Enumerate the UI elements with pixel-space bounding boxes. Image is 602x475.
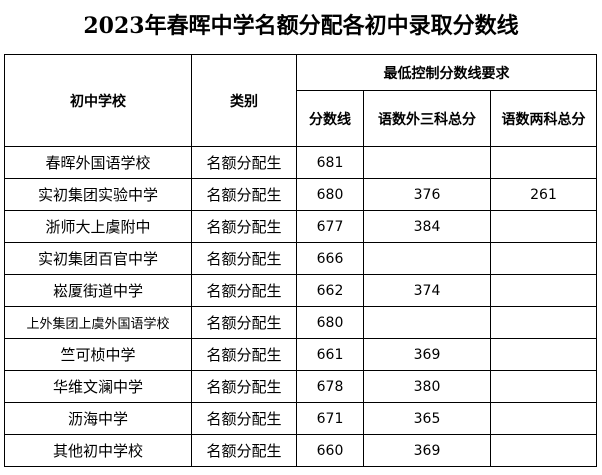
table-row: 沥海中学 名额分配生 671 365 xyxy=(4,402,597,435)
category-cell: 名额分配生 xyxy=(191,370,297,403)
two-subjects-cell xyxy=(490,306,597,339)
table-row: 竺可桢中学 名额分配生 661 369 xyxy=(4,338,597,371)
category-cell: 名额分配生 xyxy=(191,306,297,339)
school-name: 沥海中学 xyxy=(4,402,192,435)
score-cell: 681 xyxy=(296,146,364,179)
two-subjects-cell xyxy=(490,210,597,243)
category-cell: 名额分配生 xyxy=(191,274,297,307)
three-subjects-cell xyxy=(363,242,491,275)
school-name: 华维文澜中学 xyxy=(4,370,192,403)
three-subjects-cell: 369 xyxy=(363,338,491,371)
table-row: 华维文澜中学 名额分配生 678 380 xyxy=(4,370,597,403)
header-two-subjects: 语数两科总分 xyxy=(490,90,597,147)
three-subjects-cell: 384 xyxy=(363,210,491,243)
school-name: 浙师大上虞附中 xyxy=(4,210,192,243)
score-cell: 660 xyxy=(296,434,364,467)
three-subjects-cell: 369 xyxy=(363,434,491,467)
school-name: 实初集团实验中学 xyxy=(4,178,192,211)
school-name: 其他初中学校 xyxy=(4,434,192,467)
category-cell: 名额分配生 xyxy=(191,338,297,371)
three-subjects-cell xyxy=(363,146,491,179)
header-school: 初中学校 xyxy=(4,54,192,147)
three-subjects-cell: 376 xyxy=(363,178,491,211)
three-subjects-cell: 374 xyxy=(363,274,491,307)
two-subjects-cell xyxy=(490,338,597,371)
category-cell: 名额分配生 xyxy=(191,434,297,467)
school-name: 崧厦街道中学 xyxy=(4,274,192,307)
score-cell: 677 xyxy=(296,210,364,243)
school-name: 竺可桢中学 xyxy=(4,338,192,371)
category-cell: 名额分配生 xyxy=(191,402,297,435)
category-cell: 名额分配生 xyxy=(191,146,297,179)
two-subjects-cell xyxy=(490,370,597,403)
score-table: 初中学校 类别 最低控制分数线要求 分数线 语数外三科总分 语数两科总分 春晖外… xyxy=(4,54,597,467)
table-row: 春晖外国语学校 名额分配生 681 xyxy=(4,146,597,179)
two-subjects-cell xyxy=(490,242,597,275)
table-row: 实初集团百官中学 名额分配生 666 xyxy=(4,242,597,275)
header-score: 分数线 xyxy=(296,90,364,147)
category-cell: 名额分配生 xyxy=(191,242,297,275)
header-group: 最低控制分数线要求 xyxy=(296,54,597,91)
score-cell: 662 xyxy=(296,274,364,307)
score-cell: 680 xyxy=(296,306,364,339)
two-subjects-cell xyxy=(490,402,597,435)
table-row: 其他初中学校 名额分配生 660 369 xyxy=(4,434,597,467)
two-subjects-cell xyxy=(490,146,597,179)
three-subjects-cell: 380 xyxy=(363,370,491,403)
table-row: 浙师大上虞附中 名额分配生 677 384 xyxy=(4,210,597,243)
header-category: 类别 xyxy=(191,54,297,147)
score-cell: 661 xyxy=(296,338,364,371)
score-cell: 671 xyxy=(296,402,364,435)
two-subjects-cell xyxy=(490,274,597,307)
page-title: 2023年春晖中学名额分配各初中录取分数线 xyxy=(83,13,519,39)
category-cell: 名额分配生 xyxy=(191,210,297,243)
two-subjects-cell: 261 xyxy=(490,178,597,211)
school-name: 上外集团上虞外国语学校 xyxy=(4,306,192,339)
table-row: 崧厦街道中学 名额分配生 662 374 xyxy=(4,274,597,307)
table-row: 实初集团实验中学 名额分配生 680 376 261 xyxy=(4,178,597,211)
score-cell: 680 xyxy=(296,178,364,211)
three-subjects-cell xyxy=(363,306,491,339)
header-three-subjects: 语数外三科总分 xyxy=(363,90,491,147)
three-subjects-cell: 365 xyxy=(363,402,491,435)
school-name: 春晖外国语学校 xyxy=(4,146,192,179)
school-name: 实初集团百官中学 xyxy=(4,242,192,275)
score-cell: 666 xyxy=(296,242,364,275)
score-cell: 678 xyxy=(296,370,364,403)
table-row: 上外集团上虞外国语学校 名额分配生 680 xyxy=(4,306,597,339)
two-subjects-cell xyxy=(490,434,597,467)
category-cell: 名额分配生 xyxy=(191,178,297,211)
